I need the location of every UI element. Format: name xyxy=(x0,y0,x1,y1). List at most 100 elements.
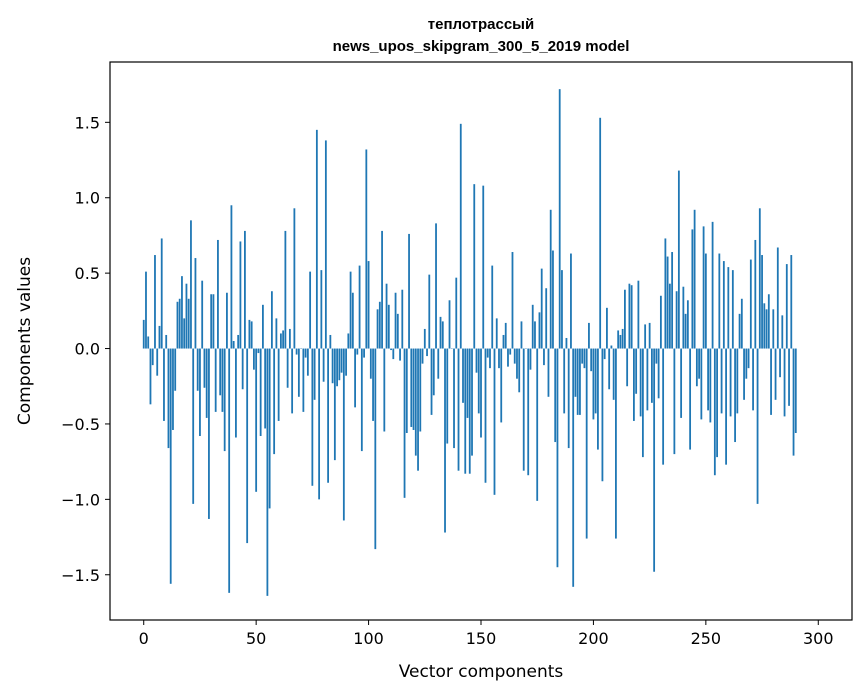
bar xyxy=(392,348,395,360)
y-tick-label: 0.5 xyxy=(75,264,100,283)
bar xyxy=(241,348,244,390)
bar xyxy=(601,348,604,482)
bar xyxy=(552,250,554,349)
bar xyxy=(770,348,772,415)
bar xyxy=(246,348,249,544)
bar xyxy=(509,348,512,355)
bar xyxy=(160,238,163,349)
bar xyxy=(527,348,530,476)
bar xyxy=(270,291,273,349)
bar xyxy=(187,298,190,349)
bar xyxy=(619,334,622,349)
bar xyxy=(410,348,413,427)
bar xyxy=(430,348,433,415)
bar xyxy=(142,319,145,349)
y-tick-label: 1.0 xyxy=(75,189,100,208)
bar xyxy=(536,348,539,501)
bar xyxy=(588,322,590,349)
bar xyxy=(381,230,383,349)
bar xyxy=(147,336,150,349)
bar xyxy=(385,283,388,349)
bar xyxy=(702,226,705,349)
bar xyxy=(716,348,718,458)
bar xyxy=(565,337,568,349)
bar xyxy=(248,319,251,349)
bar xyxy=(394,292,397,349)
bar xyxy=(650,348,653,403)
bar xyxy=(419,348,422,432)
bar xyxy=(475,348,478,373)
y-tick-label: −1.0 xyxy=(61,490,100,509)
bar xyxy=(279,333,282,349)
bar xyxy=(644,324,647,349)
bar xyxy=(396,313,399,349)
bar xyxy=(709,348,712,423)
bar xyxy=(522,348,525,471)
bar xyxy=(621,328,624,349)
bar xyxy=(641,348,644,458)
bar xyxy=(471,348,473,456)
bar xyxy=(342,348,345,521)
bar xyxy=(230,205,233,349)
bar xyxy=(338,348,341,381)
chart-title-line1: теплотрассый xyxy=(428,16,534,33)
bar xyxy=(196,348,199,391)
bar xyxy=(217,239,219,349)
bar xyxy=(788,348,790,406)
bar xyxy=(439,316,442,349)
bar xyxy=(203,348,206,388)
bar xyxy=(792,348,795,456)
bar xyxy=(713,348,716,476)
bar xyxy=(277,348,280,421)
bar xyxy=(345,348,347,376)
bar xyxy=(549,209,552,349)
bar xyxy=(767,294,770,349)
x-tick-label: 200 xyxy=(578,629,609,648)
bar xyxy=(606,307,608,349)
bar xyxy=(682,286,685,349)
bar xyxy=(790,255,793,349)
bar xyxy=(320,270,323,349)
bar xyxy=(608,348,611,390)
bar xyxy=(275,318,278,349)
bar xyxy=(360,348,363,452)
bar xyxy=(626,348,629,387)
bar xyxy=(480,348,482,438)
bar xyxy=(423,328,426,349)
bar xyxy=(684,313,687,349)
bar xyxy=(264,348,267,429)
bar xyxy=(666,256,669,349)
bar xyxy=(235,348,237,438)
bar xyxy=(239,241,242,349)
bar xyxy=(563,348,566,414)
bar xyxy=(567,348,570,449)
bar xyxy=(720,348,723,414)
bar xyxy=(761,255,763,349)
bar xyxy=(763,303,766,349)
bar xyxy=(448,300,451,349)
bar xyxy=(453,348,455,449)
bar xyxy=(219,348,222,396)
bar xyxy=(327,348,329,483)
bar xyxy=(322,348,325,382)
bar xyxy=(232,341,235,349)
bar xyxy=(477,348,480,414)
bar xyxy=(464,348,467,474)
bar xyxy=(704,253,707,349)
bar xyxy=(149,348,152,405)
bar xyxy=(244,230,246,349)
bar xyxy=(781,315,784,349)
bar xyxy=(554,348,557,443)
bar xyxy=(581,348,584,364)
x-tick-label: 50 xyxy=(246,629,266,648)
bar xyxy=(711,221,714,349)
bar xyxy=(785,264,788,349)
y-axis-label: Components values xyxy=(15,257,35,425)
bar xyxy=(190,220,192,349)
bar xyxy=(178,298,181,349)
bar xyxy=(387,304,390,349)
bar xyxy=(486,348,489,358)
bar xyxy=(455,277,458,349)
bar xyxy=(729,348,732,417)
